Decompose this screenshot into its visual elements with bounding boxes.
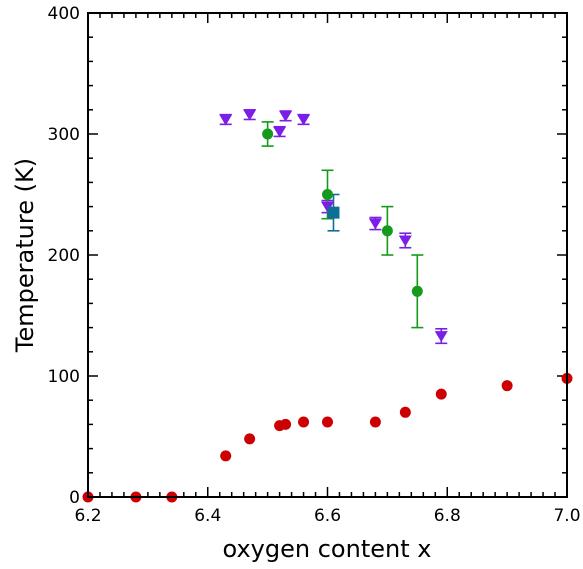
- tick-labels: 6.2 6.4 6.6 6.8 7.0 0 100 200 300 400: [48, 4, 581, 526]
- x-tick-label: 6.2: [74, 506, 101, 526]
- x-axis-title: oxygen content x: [223, 535, 432, 563]
- data-point: [501, 380, 513, 392]
- data-point: [262, 128, 274, 140]
- y-tick-label: 300: [48, 125, 80, 145]
- y-tick-label: 200: [48, 246, 80, 266]
- data-point: [244, 433, 256, 445]
- data-point: [399, 406, 411, 418]
- data-point: [434, 331, 448, 343]
- y-tick-label: 0: [69, 488, 80, 508]
- data-point: [297, 114, 311, 126]
- data-point: [369, 416, 381, 428]
- data-point: [273, 126, 287, 138]
- error-bars: [219, 109, 448, 345]
- data-point: [368, 218, 382, 230]
- x-tick-label: 7.0: [553, 506, 580, 526]
- data-point: [398, 235, 412, 247]
- data-point: [279, 110, 293, 122]
- data-point: [411, 285, 423, 297]
- y-axis-title: Temperature (K): [11, 158, 39, 353]
- plot-frame: [87, 12, 568, 498]
- x-tick-label: 6.4: [194, 506, 221, 526]
- data-point: [298, 416, 310, 428]
- data-point: [381, 225, 393, 237]
- y-tick-label: 400: [48, 4, 80, 24]
- x-tick-label: 6.6: [314, 506, 341, 526]
- data-point: [322, 189, 333, 200]
- x-tick-label: 6.8: [434, 506, 461, 526]
- y-tick-label: 100: [48, 367, 80, 387]
- data-point: [243, 109, 257, 121]
- data-point: [280, 418, 292, 430]
- data-points: [82, 109, 573, 503]
- data-point: [327, 206, 340, 219]
- data-point: [220, 450, 232, 462]
- data-point: [435, 388, 447, 400]
- data-point: [322, 416, 333, 428]
- data-point: [219, 114, 233, 126]
